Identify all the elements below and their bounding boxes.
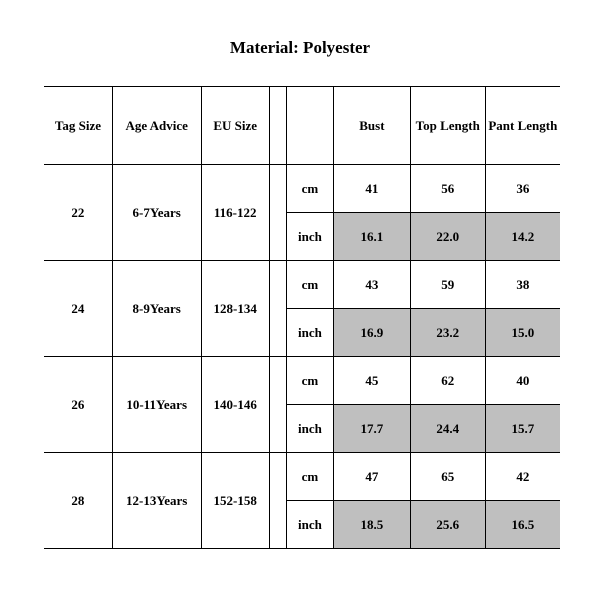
cell-pant-cm: 42 bbox=[485, 453, 560, 501]
cell-top-cm: 56 bbox=[410, 165, 485, 213]
cell-eu: 152-158 bbox=[201, 453, 269, 549]
cell-pant-inch: 14.2 bbox=[485, 213, 560, 261]
col-bust: Bust bbox=[333, 87, 410, 165]
cell-age: 12-13Years bbox=[112, 453, 201, 549]
cell-bust-cm: 45 bbox=[333, 357, 410, 405]
cell-gap bbox=[269, 165, 286, 261]
cell-bust-inch: 17.7 bbox=[333, 405, 410, 453]
table-row: 26 10-11Years 140-146 cm 45 62 40 bbox=[44, 357, 560, 405]
cell-tag: 22 bbox=[44, 165, 112, 261]
cell-eu: 116-122 bbox=[201, 165, 269, 261]
col-gap bbox=[269, 87, 286, 165]
cell-age: 8-9Years bbox=[112, 261, 201, 357]
cell-unit-inch: inch bbox=[286, 405, 333, 453]
cell-unit-inch: inch bbox=[286, 213, 333, 261]
cell-pant-cm: 38 bbox=[485, 261, 560, 309]
cell-bust-inch: 16.9 bbox=[333, 309, 410, 357]
cell-bust-cm: 43 bbox=[333, 261, 410, 309]
cell-unit-cm: cm bbox=[286, 357, 333, 405]
col-eu-size: EU Size bbox=[201, 87, 269, 165]
cell-eu: 140-146 bbox=[201, 357, 269, 453]
cell-tag: 24 bbox=[44, 261, 112, 357]
cell-gap bbox=[269, 357, 286, 453]
cell-eu: 128-134 bbox=[201, 261, 269, 357]
cell-unit-cm: cm bbox=[286, 165, 333, 213]
cell-unit-cm: cm bbox=[286, 261, 333, 309]
cell-age: 10-11Years bbox=[112, 357, 201, 453]
cell-unit-inch: inch bbox=[286, 309, 333, 357]
col-unit bbox=[286, 87, 333, 165]
table-row: 28 12-13Years 152-158 cm 47 65 42 bbox=[44, 453, 560, 501]
col-age-advice: Age Advice bbox=[112, 87, 201, 165]
cell-bust-cm: 47 bbox=[333, 453, 410, 501]
cell-gap bbox=[269, 261, 286, 357]
cell-bust-inch: 16.1 bbox=[333, 213, 410, 261]
col-top-length: Top Length bbox=[410, 87, 485, 165]
cell-top-inch: 23.2 bbox=[410, 309, 485, 357]
cell-top-inch: 22.0 bbox=[410, 213, 485, 261]
cell-tag: 26 bbox=[44, 357, 112, 453]
col-tag-size: Tag Size bbox=[44, 87, 112, 165]
cell-top-cm: 59 bbox=[410, 261, 485, 309]
cell-top-cm: 62 bbox=[410, 357, 485, 405]
cell-tag: 28 bbox=[44, 453, 112, 549]
cell-gap bbox=[269, 453, 286, 549]
cell-unit-inch: inch bbox=[286, 501, 333, 549]
cell-pant-cm: 36 bbox=[485, 165, 560, 213]
cell-top-inch: 24.4 bbox=[410, 405, 485, 453]
size-table: Tag Size Age Advice EU Size Bust Top Len… bbox=[44, 86, 560, 549]
table-header-row: Tag Size Age Advice EU Size Bust Top Len… bbox=[44, 87, 560, 165]
cell-top-inch: 25.6 bbox=[410, 501, 485, 549]
table-row: 22 6-7Years 116-122 cm 41 56 36 bbox=[44, 165, 560, 213]
cell-pant-inch: 16.5 bbox=[485, 501, 560, 549]
cell-unit-cm: cm bbox=[286, 453, 333, 501]
cell-bust-cm: 41 bbox=[333, 165, 410, 213]
cell-pant-inch: 15.7 bbox=[485, 405, 560, 453]
cell-bust-inch: 18.5 bbox=[333, 501, 410, 549]
page-title: Material: Polyester bbox=[0, 0, 600, 86]
cell-age: 6-7Years bbox=[112, 165, 201, 261]
cell-pant-inch: 15.0 bbox=[485, 309, 560, 357]
table-wrap: Tag Size Age Advice EU Size Bust Top Len… bbox=[0, 86, 600, 549]
table-row: 24 8-9Years 128-134 cm 43 59 38 bbox=[44, 261, 560, 309]
col-pant-length: Pant Length bbox=[485, 87, 560, 165]
cell-top-cm: 65 bbox=[410, 453, 485, 501]
cell-pant-cm: 40 bbox=[485, 357, 560, 405]
